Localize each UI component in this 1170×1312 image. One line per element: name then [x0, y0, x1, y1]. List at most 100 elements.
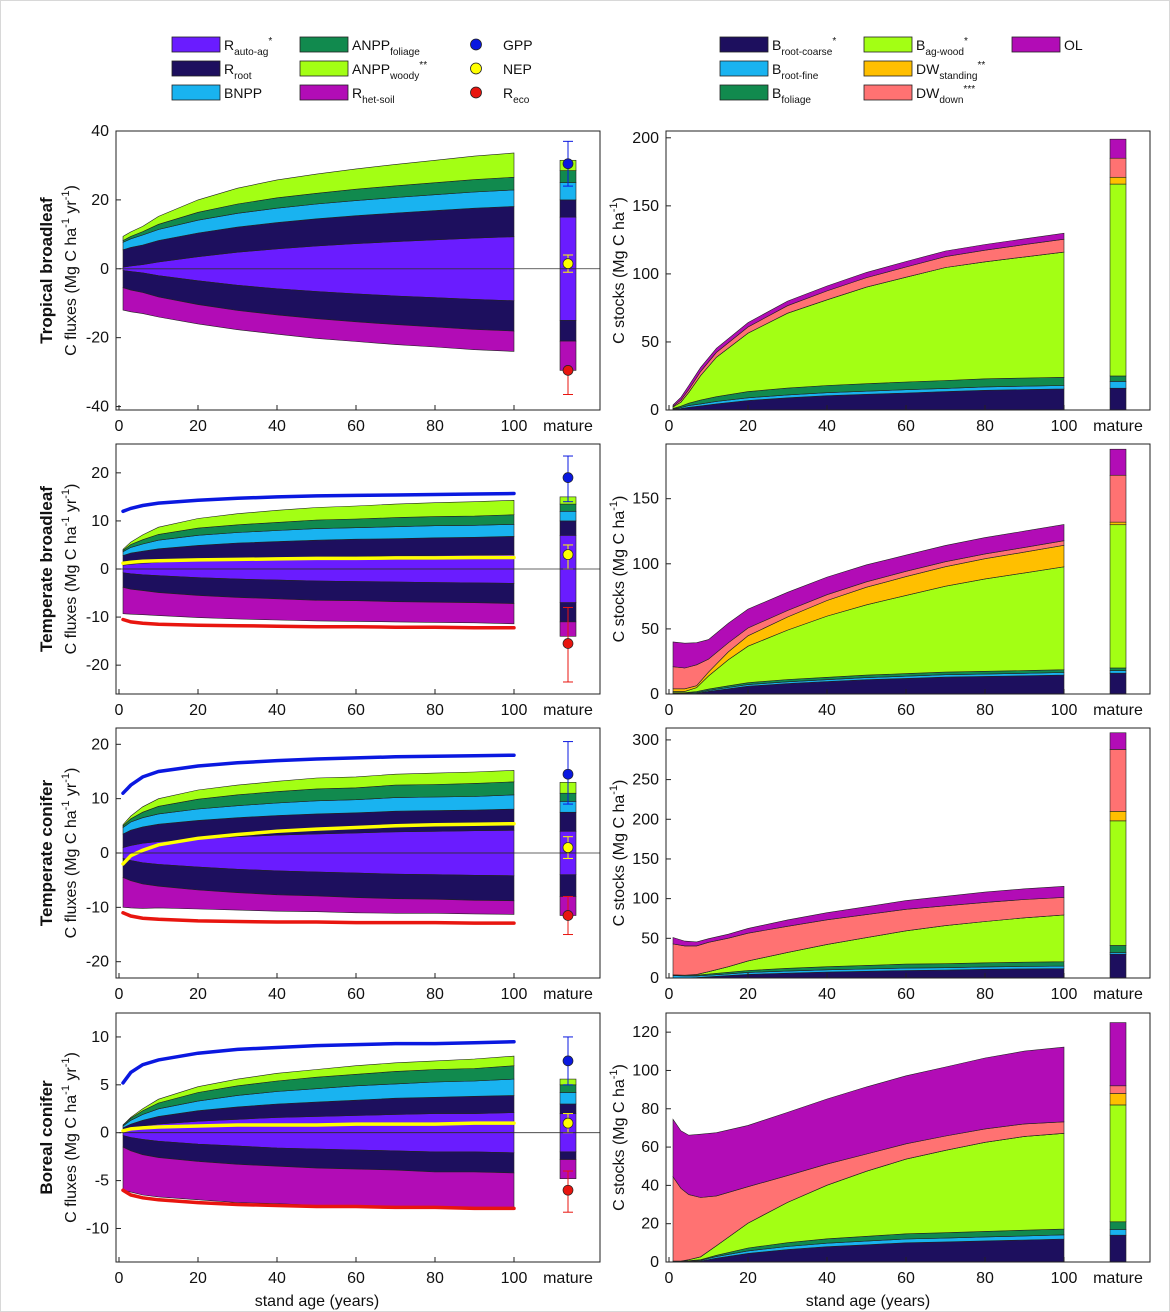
x-tick-label: 80 [976, 702, 994, 719]
x-tick-label: 40 [818, 986, 836, 1003]
y-tick-label: 0 [650, 686, 659, 703]
point-r-eco [563, 1185, 573, 1195]
mature-bar-r-root-neg [560, 320, 576, 341]
y-tick-label: 150 [632, 198, 659, 215]
y-axis-title-part: yr [63, 1067, 80, 1085]
legend-label-sup: ** [977, 60, 985, 71]
flux-panel-2: 0 20 40 60 80 100 mature-20-1001020C fluxes (M… [37, 444, 600, 719]
legend-swatch [172, 85, 220, 100]
legend-label: ANPPwoody** [352, 60, 427, 82]
y-axis-title-part: C stocks (Mg C ha [611, 511, 628, 643]
y-axis-title-part: C fluxes (Mg C ha [63, 810, 80, 938]
row-title: Tropical broadleaf [37, 197, 56, 344]
y-axis-title-sup: -1 [60, 1085, 72, 1095]
point-r-eco [563, 911, 573, 921]
y-axis-title-sup: -1 [60, 517, 72, 527]
x-tick-label: 100 [501, 702, 528, 719]
legend-swatch [864, 37, 912, 52]
y-axis-title-part: yr [63, 498, 80, 516]
legend-item-b-foliage: Bfoliage [720, 85, 811, 106]
legend-label: Broot-fine [772, 61, 819, 82]
legend-label: OL [1064, 37, 1083, 53]
x-tick-label-mature: mature [1093, 1270, 1143, 1287]
legend-label-sub: foliage [390, 47, 420, 58]
legend-swatch [720, 61, 768, 76]
x-tick-label: 100 [501, 418, 528, 435]
legend-label-base: B [772, 85, 781, 101]
row-title: Boreal conifer [37, 1080, 56, 1195]
x-tick-label: 20 [189, 1270, 207, 1287]
y-axis-title-sup: -1 [60, 190, 72, 200]
legend-item-r-auto-ag: Rauto-ag* [172, 36, 272, 58]
legend-item-dw-down: DWdown*** [864, 84, 975, 106]
legend-label-sub: het-soil [362, 95, 395, 106]
y-tick-label: 0 [650, 402, 659, 419]
legend-item-b-ag-wood: Bag-wood* [864, 36, 968, 58]
legend-item-bnpp: BNPP [172, 85, 262, 101]
legend-item-b-root-coarse: Broot-coarse* [720, 36, 836, 58]
y-tick-label: -5 [95, 1173, 109, 1190]
mature-bar-dw-standing [1110, 522, 1126, 525]
mature-bar-ol [1110, 449, 1126, 475]
y-tick-label: 250 [632, 772, 659, 789]
y-tick-label: 0 [650, 970, 659, 987]
x-tick-label: 60 [897, 986, 915, 1003]
y-axis-title-sup: -1 [608, 785, 620, 795]
legend-label-sub: standing [939, 71, 977, 82]
y-axis-title-part: ) [63, 185, 80, 190]
x-tick-label: 80 [976, 986, 994, 1003]
point-nep [563, 550, 573, 560]
legend-swatch [864, 85, 912, 100]
mature-bar-ol [1110, 139, 1126, 158]
x-tick-label: 0 [665, 418, 674, 435]
mature-bar-r-root-pos [560, 1104, 576, 1114]
y-tick-label: 5 [100, 1077, 109, 1094]
point-gpp [563, 769, 573, 779]
legend-label-sub: ag-wood [925, 47, 964, 58]
x-tick-label: 80 [426, 418, 444, 435]
legend-label-sup: * [964, 36, 968, 47]
mature-bar-anpp-foliage-pos [560, 504, 576, 511]
y-tick-label: 60 [641, 1139, 659, 1156]
legend-label-base: B [772, 61, 781, 77]
x-tick-label-mature: mature [1093, 986, 1143, 1003]
x-tick-label: 80 [976, 1270, 994, 1287]
point-gpp [563, 159, 573, 169]
x-tick-label: 0 [665, 986, 674, 1003]
mature-bar-r-root-pos [560, 812, 576, 831]
legend-swatch [172, 37, 220, 52]
mature-bar-r-root-pos [560, 200, 576, 217]
y-tick-label: 0 [650, 1254, 659, 1271]
legend-label-base: DW [916, 61, 940, 77]
x-tick-label: 100 [1051, 702, 1078, 719]
legend-label: Bag-wood* [916, 36, 968, 58]
mature-bar-r-auto-ag-neg [560, 1133, 576, 1152]
legends: Rauto-ag*RrootBNPPANPPfoliageANPPwoody**… [172, 36, 1083, 106]
x-tick-label: 40 [818, 418, 836, 435]
y-tick-label: 100 [632, 266, 659, 283]
x-tick-label: 20 [189, 986, 207, 1003]
legend-label-base: BNPP [224, 85, 262, 101]
x-tick-label: 100 [1051, 986, 1078, 1003]
y-tick-label: -10 [86, 899, 109, 916]
y-axis-title-sup: -1 [608, 202, 620, 212]
row-title: Temperate broadleaf [37, 486, 56, 652]
legend-label: ANPPfoliage [352, 37, 420, 58]
legend-item-r-root: Rroot [172, 61, 252, 82]
legend-swatch [300, 85, 348, 100]
mature-bar-r-root-neg [560, 875, 576, 897]
mature-bar-b-root-fine [1110, 671, 1126, 674]
y-tick-label: 20 [91, 736, 109, 753]
flux-panel-4: 0 20 40 60 80 100 mature-10-50510C fluxes (Mg … [37, 1013, 600, 1287]
x-tick-label-mature: mature [543, 418, 593, 435]
legend-label-sub: root-coarse [781, 47, 832, 58]
x-tick-label-mature: mature [543, 1270, 593, 1287]
y-axis-title: C stocks (Mg C ha-1) [608, 1064, 628, 1211]
stock-panel-3: 0 20 40 60 80 100 mature 0 50 100 150 200 250 300 C st… [608, 728, 1150, 1003]
legend-label: Rroot [224, 61, 252, 82]
stock-panel-1: 0 20 40 60 80 100 mature050100150200C stocks (… [608, 130, 1150, 435]
y-tick-label: 20 [91, 192, 109, 209]
mature-bar-ol [1110, 733, 1126, 750]
legend-label-base: ANPP [352, 37, 390, 53]
